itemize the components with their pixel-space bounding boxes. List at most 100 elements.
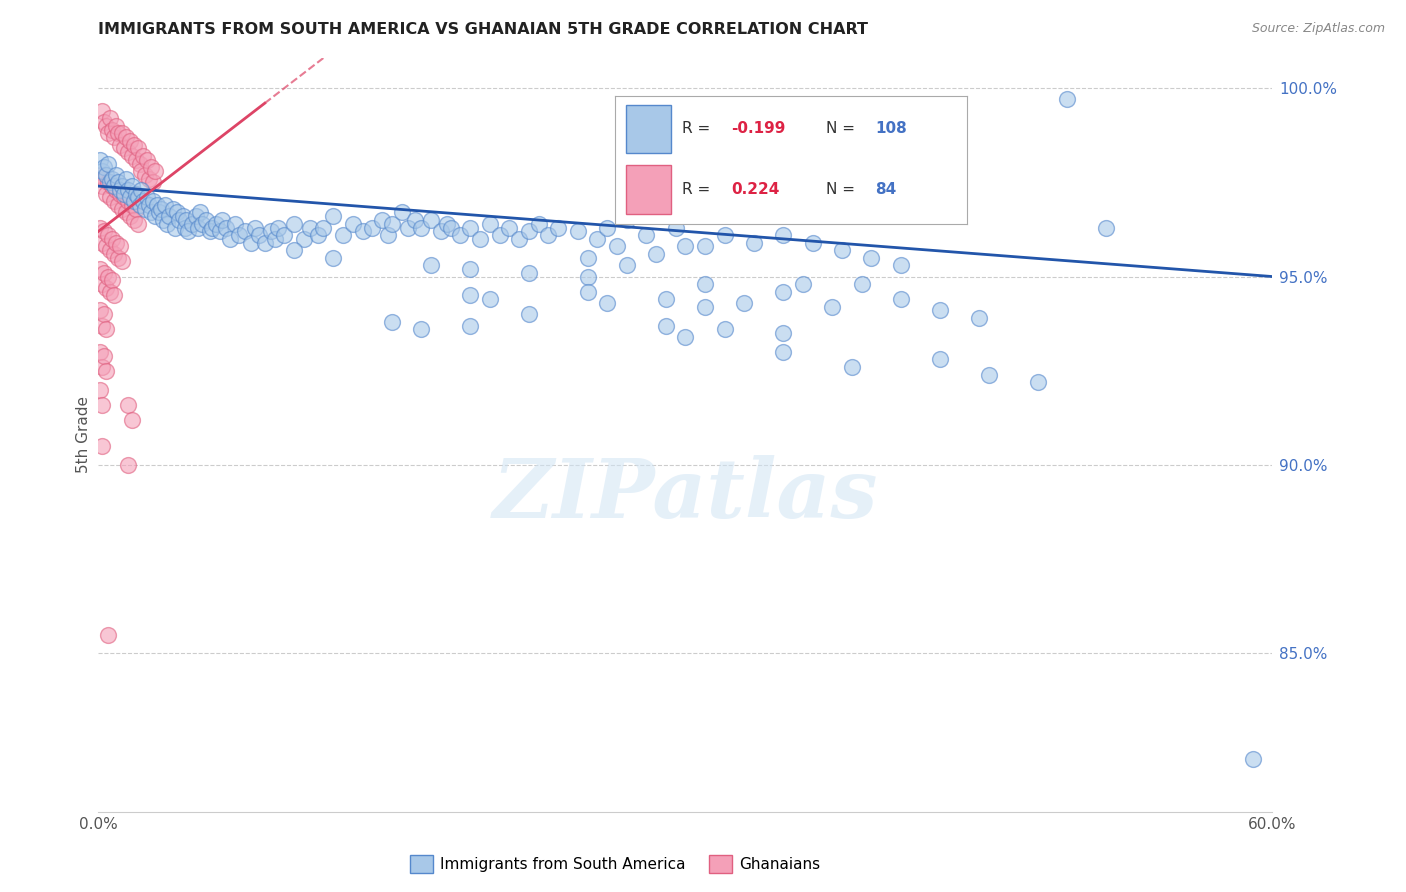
Point bbox=[156, 217, 179, 231]
Point bbox=[322, 209, 344, 223]
Point bbox=[136, 153, 159, 167]
Text: IMMIGRANTS FROM SOUTH AMERICA VS GHANAIAN 5TH GRADE CORRELATION CHART: IMMIGRANTS FROM SOUTH AMERICA VS GHANAIA… bbox=[98, 22, 869, 37]
Point bbox=[772, 326, 794, 340]
Point bbox=[322, 251, 344, 265]
Point bbox=[122, 194, 145, 209]
Point bbox=[243, 220, 266, 235]
Point bbox=[93, 161, 115, 175]
Point bbox=[118, 209, 141, 223]
Point bbox=[1056, 92, 1078, 106]
Point bbox=[103, 247, 125, 261]
Point bbox=[307, 228, 329, 243]
Point bbox=[93, 115, 115, 129]
Point bbox=[596, 296, 619, 310]
Point bbox=[124, 186, 146, 201]
Point bbox=[134, 202, 156, 216]
Point bbox=[108, 137, 131, 152]
Point bbox=[404, 213, 426, 227]
Point bbox=[131, 183, 153, 197]
Point bbox=[128, 198, 150, 212]
Point bbox=[121, 198, 143, 212]
Point bbox=[112, 141, 135, 155]
Point bbox=[273, 228, 295, 243]
Point bbox=[567, 224, 589, 238]
Point bbox=[96, 281, 118, 295]
Point bbox=[138, 198, 160, 212]
Point bbox=[108, 183, 131, 197]
Point bbox=[201, 220, 224, 235]
Point bbox=[118, 190, 141, 204]
Point bbox=[157, 209, 180, 223]
Point bbox=[576, 269, 599, 284]
Point bbox=[1241, 752, 1264, 766]
Point bbox=[117, 183, 139, 197]
Point bbox=[121, 179, 143, 194]
Point bbox=[458, 318, 481, 333]
Point bbox=[103, 288, 125, 302]
Point bbox=[645, 247, 668, 261]
Point bbox=[93, 266, 115, 280]
Point bbox=[117, 398, 139, 412]
Point bbox=[103, 130, 125, 145]
Point bbox=[860, 251, 883, 265]
Point bbox=[91, 439, 114, 453]
Point bbox=[890, 292, 912, 306]
Point bbox=[152, 213, 174, 227]
Point bbox=[391, 205, 413, 219]
Point bbox=[233, 224, 256, 238]
Point bbox=[108, 239, 131, 253]
Point bbox=[103, 179, 125, 194]
Point bbox=[91, 164, 114, 178]
Point bbox=[1026, 375, 1049, 389]
Point bbox=[440, 220, 463, 235]
Point bbox=[292, 232, 315, 246]
Point bbox=[97, 228, 120, 243]
Point bbox=[498, 220, 520, 235]
Point bbox=[105, 119, 128, 133]
Point bbox=[89, 153, 111, 167]
Point bbox=[112, 186, 135, 201]
Point bbox=[173, 220, 195, 235]
Point bbox=[772, 228, 794, 243]
Point bbox=[101, 232, 124, 246]
Point bbox=[91, 235, 114, 250]
Point bbox=[377, 228, 399, 243]
Point bbox=[517, 307, 540, 321]
Point bbox=[228, 228, 250, 243]
Point bbox=[117, 145, 139, 160]
Point bbox=[478, 217, 501, 231]
Point bbox=[208, 224, 231, 238]
Point bbox=[675, 239, 697, 253]
Point bbox=[98, 285, 121, 299]
Point bbox=[396, 220, 419, 235]
Point bbox=[411, 322, 433, 336]
Point bbox=[150, 202, 173, 216]
Point bbox=[218, 232, 240, 246]
Point bbox=[141, 161, 163, 175]
Point bbox=[141, 205, 163, 219]
Point bbox=[693, 277, 716, 291]
Point bbox=[742, 235, 765, 250]
Point bbox=[93, 224, 115, 238]
Point bbox=[537, 228, 560, 243]
Legend: Immigrants from South America, Ghanaians: Immigrants from South America, Ghanaians bbox=[404, 848, 827, 880]
Point bbox=[851, 277, 873, 291]
Point bbox=[101, 171, 124, 186]
Point bbox=[117, 458, 139, 472]
Point bbox=[93, 307, 115, 321]
Point bbox=[527, 217, 550, 231]
Point bbox=[211, 213, 233, 227]
Point bbox=[97, 175, 120, 189]
Point bbox=[596, 220, 619, 235]
Point bbox=[772, 285, 794, 299]
Point bbox=[675, 330, 697, 344]
Point bbox=[93, 171, 115, 186]
Point bbox=[134, 168, 156, 182]
Point bbox=[792, 277, 814, 291]
Point bbox=[148, 205, 170, 219]
Point bbox=[361, 220, 384, 235]
Point bbox=[267, 220, 290, 235]
Text: Source: ZipAtlas.com: Source: ZipAtlas.com bbox=[1251, 22, 1385, 36]
Point bbox=[107, 126, 129, 140]
Point bbox=[665, 220, 688, 235]
